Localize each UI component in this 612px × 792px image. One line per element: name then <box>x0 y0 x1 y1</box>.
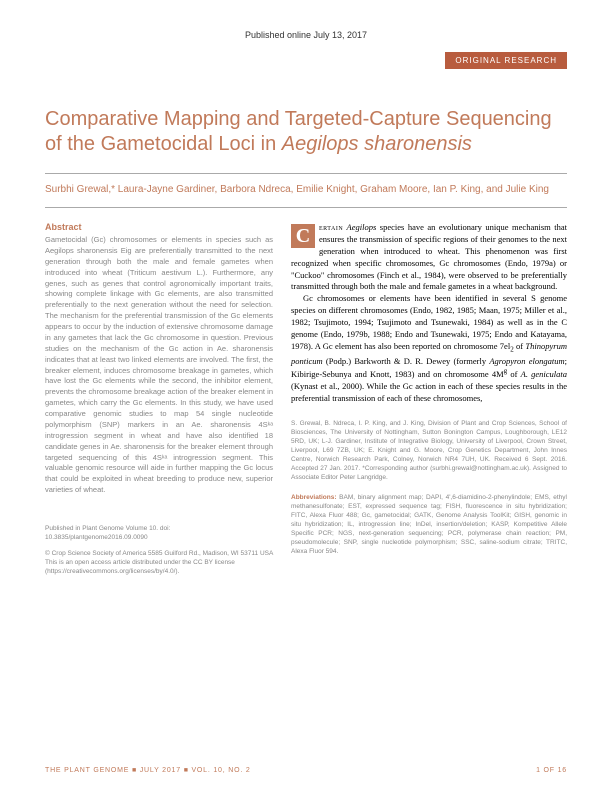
footer-journal: THE PLANT GENOME ■ JULY 2017 ■ VOL. 10, … <box>45 767 251 774</box>
body-paragraph-1: Certain Aegilops species have an evoluti… <box>291 222 567 293</box>
abbreviations: Abbreviations: BAM, binary alignment map… <box>291 493 567 557</box>
abbrev-text: BAM, binary alignment map; DAPI, 4',6-di… <box>291 494 567 556</box>
body-first-word: ertain <box>319 222 343 232</box>
title-species: Aegilops sharonensis <box>282 133 472 155</box>
left-column: Abstract Gametocidal (Gc) chromosomes or… <box>45 222 273 576</box>
body-paragraph-2: Gc chromosomes or elements have been ide… <box>291 293 567 405</box>
abbrev-heading: Abbreviations: <box>291 494 337 501</box>
publication-info: Published in Plant Genome Volume 10. doi… <box>45 524 273 542</box>
page-footer: THE PLANT GENOME ■ JULY 2017 ■ VOL. 10, … <box>45 767 567 774</box>
right-column: Certain Aegilops species have an evoluti… <box>291 222 567 576</box>
author-list: Surbhi Grewal,* Laura-Jayne Gardiner, Ba… <box>45 182 567 197</box>
rule-top <box>45 173 567 174</box>
license-info: © Crop Science Society of America 5585 G… <box>45 550 273 576</box>
article-title: Comparative Mapping and Targeted-Capture… <box>45 107 567 157</box>
dropcap: C <box>291 224 315 248</box>
abstract-text: Gametocidal (Gc) chromosomes or elements… <box>45 235 273 496</box>
publication-date: Published online July 13, 2017 <box>45 30 567 40</box>
affiliations: S. Grewal, B. Ndreca, I. P. King, and J.… <box>291 419 567 483</box>
rule-bottom <box>45 207 567 208</box>
abstract-heading: Abstract <box>45 222 273 232</box>
body-p1-text: species have an evolutionary unique mech… <box>291 222 567 291</box>
footer-page: 1 OF 16 <box>536 767 567 774</box>
article-type-badge: ORIGINAL RESEARCH <box>445 52 567 69</box>
